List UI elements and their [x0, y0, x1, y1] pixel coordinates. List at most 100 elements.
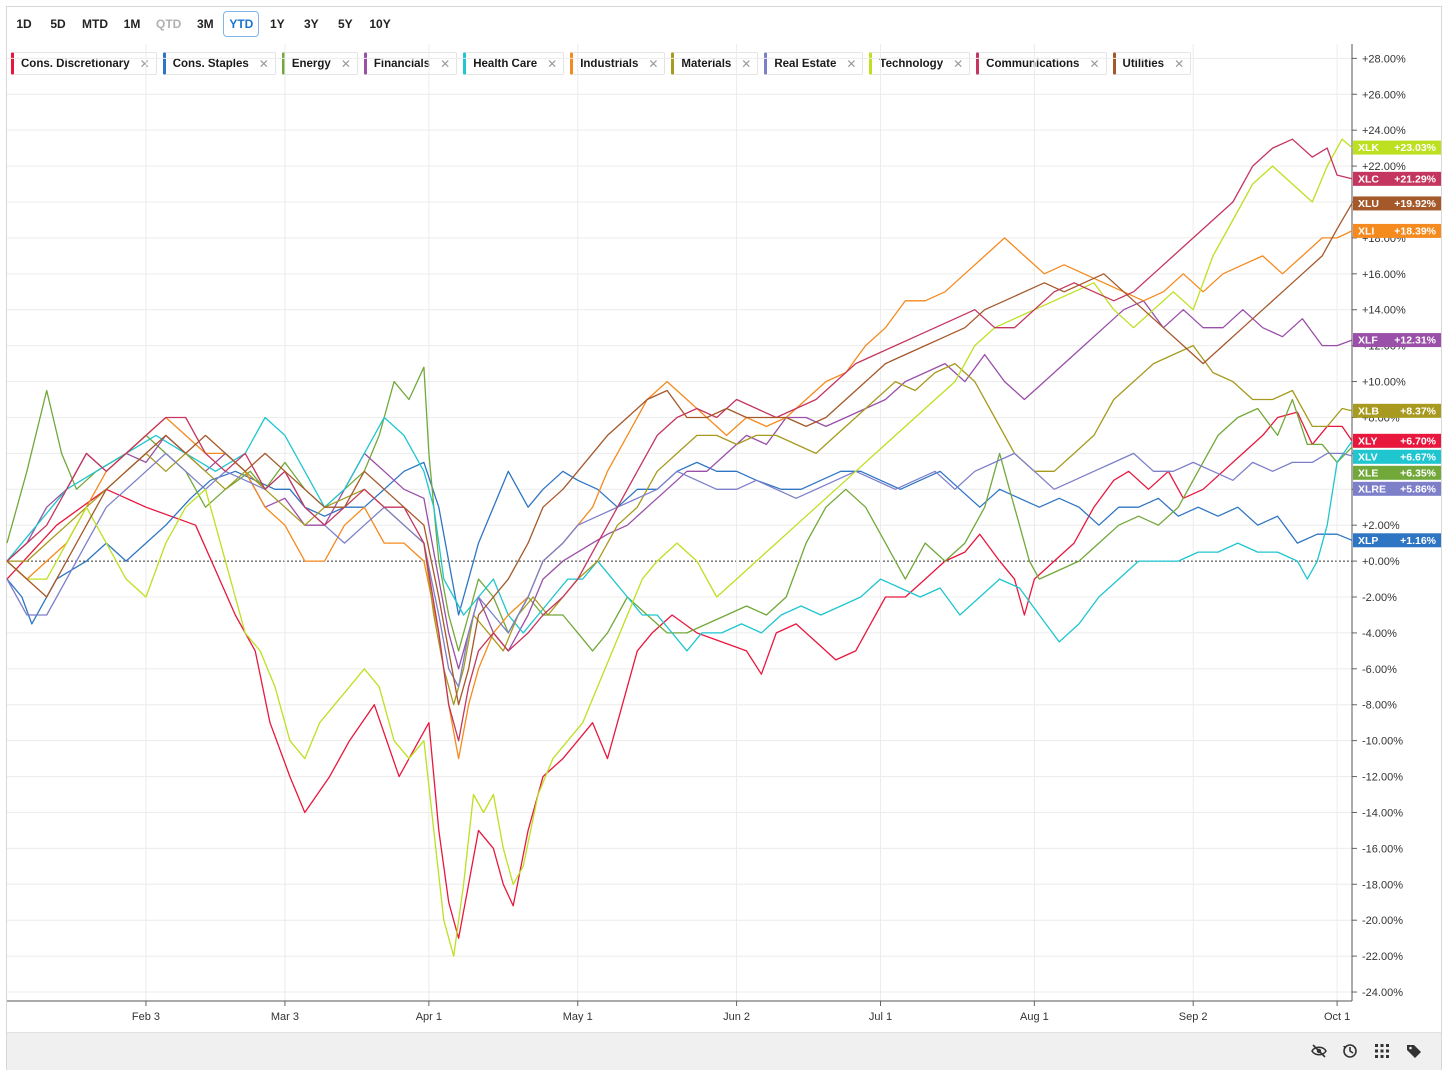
series-line-xlb — [7, 344, 1353, 706]
range-button-1m[interactable]: 1M — [123, 17, 141, 31]
last-value-tag-xlb: XLB +8.37% — [1353, 403, 1441, 418]
series-line-xlk — [6, 138, 1353, 957]
y-tick-label: +10.00% — [1362, 377, 1406, 389]
legend-item-xlv[interactable]: Health Care ✕ — [463, 52, 565, 75]
tag-value: +6.70% — [1400, 435, 1437, 447]
tag-ticker: XLF — [1358, 335, 1378, 347]
range-button-3m[interactable]: 3M — [197, 17, 214, 31]
y-tick-label: +16.00% — [1362, 269, 1406, 281]
legend-item-label: Technology — [879, 57, 944, 70]
range-button-1y[interactable]: 1Y — [270, 17, 285, 31]
last-value-tags: XLK +23.03% XLC +21.29% XLU +19.92% XLI +18.39%… — [1353, 140, 1441, 548]
y-axis: +28.00%+26.00%+24.00%+22.00%+20.00%+18.0… — [1351, 44, 1406, 1001]
y-tick-label: -14.00% — [1362, 807, 1403, 819]
range-button-5y[interactable]: 5Y — [338, 17, 353, 31]
tag-ticker: XLK — [1358, 142, 1379, 154]
remove-series-icon[interactable]: ✕ — [440, 56, 451, 71]
y-tick-label: +24.00% — [1362, 125, 1406, 137]
tag-value: +12.31% — [1394, 335, 1436, 347]
tag-value: +8.37% — [1400, 405, 1437, 417]
tag-value: +19.92% — [1394, 198, 1436, 210]
legend-item-label: Energy — [291, 57, 331, 70]
tag-background — [1353, 481, 1441, 496]
legend-item-xli[interactable]: Industrials ✕ — [570, 52, 666, 75]
last-value-tag-xlre: XLRE +5.86% — [1353, 481, 1441, 496]
tag-ticker: XLV — [1358, 451, 1378, 463]
last-value-tag-xlv: XLV +6.67% — [1353, 449, 1441, 464]
range-button-10y[interactable]: 10Y — [369, 17, 391, 31]
tag-ticker: XLI — [1358, 225, 1374, 237]
y-tick-label: -6.00% — [1362, 664, 1397, 676]
y-tick-label: +28.00% — [1362, 53, 1406, 65]
tag-background — [1353, 223, 1441, 238]
remove-series-icon[interactable]: ✕ — [139, 56, 150, 71]
legend-item-xlp[interactable]: Cons. Staples ✕ — [162, 52, 276, 75]
grid-icon[interactable] — [1373, 1042, 1391, 1060]
remove-series-icon[interactable]: ✕ — [1089, 56, 1100, 71]
x-tick-label: Feb 3 — [132, 1011, 160, 1023]
series-line-xlc — [6, 138, 1353, 742]
range-button-qtd[interactable]: QTD — [156, 17, 182, 31]
last-value-tag-xlk: XLK +23.03% — [1353, 140, 1441, 155]
y-tick-label: +0.00% — [1362, 556, 1400, 568]
legend-item-xlre[interactable]: Real Estate ✕ — [764, 52, 864, 75]
y-tick-label: +2.00% — [1362, 520, 1400, 532]
last-value-tag-xle: XLE +6.35% — [1353, 465, 1441, 480]
legend-item-xlk[interactable]: Technology ✕ — [869, 52, 971, 75]
remove-series-icon[interactable]: ✕ — [648, 56, 659, 71]
y-tick-label: +14.00% — [1362, 305, 1406, 317]
tag-background — [1353, 171, 1441, 186]
legend-item-label: Financials — [373, 57, 431, 70]
tag-background — [1353, 449, 1441, 464]
y-tick-label: +26.00% — [1362, 89, 1406, 101]
legend-item-xlf[interactable]: Financials ✕ — [363, 52, 458, 75]
remove-series-icon[interactable]: ✕ — [1174, 56, 1185, 71]
range-button-5d[interactable]: 5D — [50, 17, 66, 31]
legend-item-xlu[interactable]: Utilities ✕ — [1112, 52, 1192, 75]
remove-series-icon[interactable]: ✕ — [340, 56, 351, 71]
tag-background — [1353, 465, 1441, 480]
hide-indicators-icon[interactable] — [1310, 1042, 1328, 1060]
range-button-3y[interactable]: 3Y — [304, 17, 319, 31]
y-tick-label: -8.00% — [1362, 700, 1397, 712]
remove-series-icon[interactable]: ✕ — [846, 56, 857, 71]
y-tick-label: -2.00% — [1362, 592, 1397, 604]
range-button-1d[interactable]: 1D — [16, 17, 32, 31]
y-tick-label: -22.00% — [1362, 951, 1403, 963]
legend-item-label: Cons. Staples — [172, 57, 249, 70]
series-lines — [6, 138, 1353, 957]
x-tick-label: Jul 1 — [869, 1011, 892, 1023]
series-line-xlf — [6, 300, 1353, 670]
remove-series-icon[interactable]: ✕ — [741, 56, 752, 71]
legend-item-label: Cons. Discretionary — [21, 57, 130, 70]
tag-value: +23.03% — [1394, 142, 1436, 154]
tag-background — [1353, 403, 1441, 418]
last-value-tag-xly: XLY +6.70% — [1353, 433, 1441, 448]
reset-zoom-icon[interactable] — [1341, 1042, 1359, 1060]
remove-series-icon[interactable]: ✕ — [547, 56, 558, 71]
y-tick-label: -20.00% — [1362, 915, 1403, 927]
chart-grid — [7, 44, 1352, 1001]
legend-item-xly[interactable]: Cons. Discretionary ✕ — [11, 52, 157, 75]
range-selector: 1D 5D MTD 1M QTD 3M YTD 1Y 3Y 5Y 10Y — [8, 9, 397, 39]
remove-series-icon[interactable]: ✕ — [258, 56, 269, 71]
tag-value: +5.86% — [1400, 483, 1437, 495]
tag-ticker: XLP — [1358, 535, 1378, 547]
range-button-mtd[interactable]: MTD — [82, 17, 108, 31]
series-line-xle — [6, 366, 1353, 652]
remove-series-icon[interactable]: ✕ — [953, 56, 964, 71]
legend-item-xlc[interactable]: Communications ✕ — [976, 52, 1107, 75]
y-tick-label: -24.00% — [1362, 987, 1403, 999]
series-line-xly — [6, 411, 1353, 939]
tags-icon[interactable] — [1405, 1042, 1423, 1060]
legend-item-xle[interactable]: Energy ✕ — [281, 52, 358, 75]
y-tick-label: -12.00% — [1362, 772, 1403, 784]
x-axis: Feb 3 Mar 3 Apr 1 May 1 Jun 2 Jul 1 Aug 1 Sep 2… — [7, 1000, 1352, 1023]
legend-item-label: Real Estate — [774, 57, 837, 70]
legend-item-label: Materials — [681, 57, 732, 70]
range-button-ytd[interactable]: YTD — [223, 11, 260, 37]
last-value-tag-xlp: XLP +1.16% — [1353, 533, 1441, 548]
tag-background — [1353, 140, 1441, 155]
chart-toolbar — [7, 1032, 1441, 1070]
tag-ticker: XLB — [1358, 405, 1379, 417]
